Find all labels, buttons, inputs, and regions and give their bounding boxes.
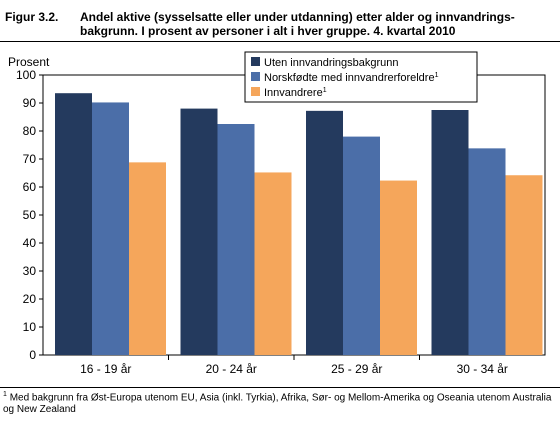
footnote-marker: 1 — [3, 391, 7, 398]
bar — [92, 102, 129, 355]
bar — [505, 175, 543, 355]
legend-label: Innvandrere1 — [264, 87, 327, 99]
footnote: 1 Med bakgrunn fra Øst-Europa utenom EU,… — [3, 389, 553, 416]
y-tick-label: 100 — [16, 68, 36, 82]
bar — [343, 136, 380, 355]
footnote-text: Med bakgrunn fra Øst-Europa utenom EU, A… — [3, 392, 552, 416]
legend-box — [244, 51, 478, 103]
bars — [55, 93, 543, 355]
y-tick-label: 40 — [23, 236, 37, 250]
y-tick-label: 10 — [23, 320, 37, 334]
legend-swatch — [251, 72, 260, 81]
bar — [55, 93, 92, 355]
bar — [217, 124, 255, 355]
y-axis-label: Prosent — [8, 55, 50, 69]
bar — [380, 180, 417, 355]
y-tick-label: 20 — [23, 292, 37, 306]
x-axis: 16 - 19 år 20 - 24 år 25 - 29 år 30 - 34 år — [80, 355, 508, 376]
y-tick-label: 80 — [23, 124, 37, 138]
bottom-rule — [0, 387, 560, 388]
bar — [468, 148, 506, 355]
figure-title: Andel aktive (sysselsatte eller under ut… — [80, 10, 515, 38]
legend-swatch — [251, 57, 260, 66]
x-category-label: 30 - 34 år — [457, 362, 508, 376]
y-tick-label: 60 — [23, 180, 37, 194]
y-tick-label: 0 — [29, 348, 36, 362]
top-rule — [0, 41, 560, 42]
bar — [180, 108, 218, 355]
legend-series-name: Norskfødte med innvandrerforeldre — [264, 72, 435, 84]
x-category-label: 20 - 24 år — [206, 362, 257, 376]
bar — [306, 110, 343, 355]
legend-label: Uten innvandringsbakgrunn — [264, 57, 399, 69]
y-tick-label: 90 — [23, 96, 37, 110]
figure-label: Figur 3.2. — [5, 10, 59, 24]
legend: Uten innvandringsbakgrunn Norskfødte med … — [244, 51, 478, 103]
bar — [129, 162, 166, 355]
legend-footnote-marker: 1 — [435, 72, 439, 79]
y-tick-label: 70 — [23, 152, 37, 166]
bar — [431, 110, 469, 355]
legend-label: Norskfødte med innvandrerforeldre1 — [264, 72, 439, 84]
legend-footnote-marker: 1 — [323, 87, 327, 94]
x-category-label: 25 - 29 år — [331, 362, 382, 376]
legend-swatch — [251, 87, 260, 96]
y-tick-label: 50 — [23, 208, 37, 222]
legend-series-name: Uten innvandringsbakgrunn — [264, 57, 399, 69]
bar — [254, 172, 292, 355]
y-axis: 0 10 20 30 40 50 60 70 80 90 100 — [16, 68, 43, 362]
legend-series-name: Innvandrere — [264, 87, 323, 99]
x-category-label: 16 - 19 år — [80, 362, 131, 376]
y-tick-label: 30 — [23, 264, 37, 278]
